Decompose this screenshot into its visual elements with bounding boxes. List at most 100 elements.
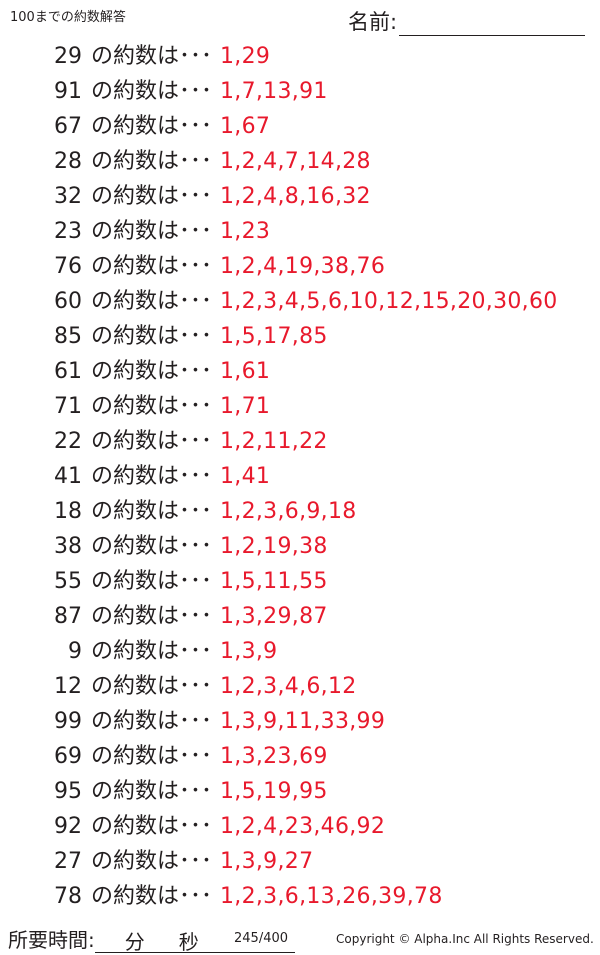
divisor-label: の約数は･･･: [91, 219, 213, 244]
number: 95: [54, 779, 82, 804]
divisor-label: の約数は･･･: [91, 114, 213, 139]
divisors-answer: 1,5,19,95: [220, 779, 328, 804]
divisors-answer: 1,61: [220, 359, 271, 384]
divisors-answer: 1,2,3,4,6,12: [220, 674, 357, 699]
number: 27: [54, 849, 82, 874]
list-item: 92 の約数は･･･ 1,2,4,23,46,92: [0, 809, 600, 844]
divisors-answer: 1,3,9,27: [220, 849, 314, 874]
list-item: 99 の約数は･･･ 1,3,9,11,33,99: [0, 704, 600, 739]
divisors-answer: 1,41: [220, 464, 271, 489]
divisors-answer: 1,2,4,19,38,76: [220, 254, 386, 279]
footer: 所要時間: 分 秒 245/400 Copyright © Alpha.Inc …: [0, 924, 600, 954]
divisors-answer: 1,2,4,23,46,92: [220, 814, 386, 839]
divisors-answer: 1,2,3,6,9,18: [220, 499, 357, 524]
divisors-answer: 1,2,3,6,13,26,39,78: [220, 884, 443, 909]
list-item: 87 の約数は･･･ 1,3,29,87: [0, 599, 600, 634]
page-number: 245/400: [234, 931, 289, 946]
number: 92: [54, 814, 82, 839]
divisor-label: の約数は･･･: [91, 184, 213, 209]
divisor-label: の約数は･･･: [91, 429, 213, 454]
divisor-label: の約数は･･･: [91, 674, 213, 699]
list-item: 76 の約数は･･･ 1,2,4,19,38,76: [0, 249, 600, 284]
number: 60: [54, 289, 82, 314]
time-blank-line: 分 秒: [94, 928, 295, 954]
number: 71: [54, 394, 82, 419]
list-item: 27 の約数は･･･ 1,3,9,27: [0, 844, 600, 879]
number: 91: [54, 79, 82, 104]
list-item: 32 の約数は･･･ 1,2,4,8,16,32: [0, 179, 600, 214]
divisors-answer: 1,2,3,4,5,6,10,12,15,20,30,60: [220, 289, 558, 314]
number: 22: [54, 429, 82, 454]
divisors-answer: 1,5,11,55: [220, 569, 328, 594]
list-item: 9 の約数は･･･ 1,3,9: [0, 634, 600, 669]
number: 67: [54, 114, 82, 139]
number: 23: [54, 219, 82, 244]
divisor-label: の約数は･･･: [91, 324, 213, 349]
number: 87: [54, 604, 82, 629]
name-blank-line: [399, 15, 586, 36]
worksheet-title: 100までの約数解答: [10, 10, 126, 25]
divisors-answer: 1,29: [220, 44, 271, 69]
list-item: 23 の約数は･･･ 1,23: [0, 214, 600, 249]
list-item: 41 の約数は･･･ 1,41: [0, 459, 600, 494]
number: 41: [54, 464, 82, 489]
list-item: 78 の約数は･･･ 1,2,3,6,13,26,39,78: [0, 879, 600, 914]
divisors-answer: 1,2,4,7,14,28: [220, 149, 371, 174]
divisor-label: の約数は･･･: [91, 359, 213, 384]
divisors-answer: 1,3,9,11,33,99: [220, 709, 386, 734]
divisors-answer: 1,2,19,38: [220, 534, 328, 559]
number: 99: [54, 709, 82, 734]
divisor-label: の約数は･･･: [91, 709, 213, 734]
divisors-answer: 1,71: [220, 394, 271, 419]
list-item: 67 の約数は･･･ 1,67: [0, 109, 600, 144]
divisors-answer: 1,7,13,91: [220, 79, 328, 104]
number: 61: [54, 359, 82, 384]
number: 18: [54, 499, 82, 524]
divisor-label: の約数は･･･: [91, 779, 213, 804]
divisor-label: の約数は･･･: [91, 744, 213, 769]
divisor-label: の約数は･･･: [91, 534, 213, 559]
divisors-answer: 1,5,17,85: [220, 324, 328, 349]
divisor-label: の約数は･･･: [91, 394, 213, 419]
divisor-label: の約数は･･･: [91, 289, 213, 314]
list-item: 91 の約数は･･･ 1,7,13,91: [0, 74, 600, 109]
list-item: 18 の約数は･･･ 1,2,3,6,9,18: [0, 494, 600, 529]
divisors-answer: 1,2,11,22: [220, 429, 328, 454]
list-item: 61 の約数は･･･ 1,61: [0, 354, 600, 389]
list-item: 12 の約数は･･･ 1,2,3,4,6,12: [0, 669, 600, 704]
divisor-label: の約数は･･･: [91, 569, 213, 594]
list-item: 38 の約数は･･･ 1,2,19,38: [0, 529, 600, 564]
number: 12: [54, 674, 82, 699]
number: 55: [54, 569, 82, 594]
divisors-answer: 1,3,29,87: [220, 604, 328, 629]
number: 69: [54, 744, 82, 769]
time-label: 所要時間:: [8, 928, 95, 952]
divisor-label: の約数は･･･: [91, 499, 213, 524]
divisor-label: の約数は･･･: [91, 464, 213, 489]
divisors-answer: 1,3,23,69: [220, 744, 328, 769]
divisor-label: の約数は･･･: [91, 254, 213, 279]
divisor-label: の約数は･･･: [91, 79, 213, 104]
list-item: 29 の約数は･･･ 1,29: [0, 39, 600, 74]
list-item: 22 の約数は･･･ 1,2,11,22: [0, 424, 600, 459]
list-item: 60 の約数は･･･ 1,2,3,4,5,6,10,12,15,20,30,60: [0, 284, 600, 319]
name-field: 名前:: [348, 6, 586, 36]
divisor-label: の約数は･･･: [91, 604, 213, 629]
number: 38: [54, 534, 82, 559]
number: 28: [54, 149, 82, 174]
divisor-label: の約数は･･･: [91, 44, 213, 69]
divisors-answer: 1,3,9: [220, 639, 278, 664]
divisor-label: の約数は･･･: [91, 814, 213, 839]
number: 76: [54, 254, 82, 279]
number: 9: [68, 639, 82, 664]
number: 29: [54, 44, 82, 69]
list-item: 28 の約数は･･･ 1,2,4,7,14,28: [0, 144, 600, 179]
divisor-label: の約数は･･･: [91, 149, 213, 174]
list-item: 69 の約数は･･･ 1,3,23,69: [0, 739, 600, 774]
number: 78: [54, 884, 82, 909]
list-item: 71 の約数は･･･ 1,71: [0, 389, 600, 424]
number: 32: [54, 184, 82, 209]
copyright: Copyright © Alpha.Inc All Rights Reserve…: [336, 932, 594, 946]
seconds-label: 秒: [178, 930, 199, 954]
divisors-answer: 1,2,4,8,16,32: [220, 184, 371, 209]
